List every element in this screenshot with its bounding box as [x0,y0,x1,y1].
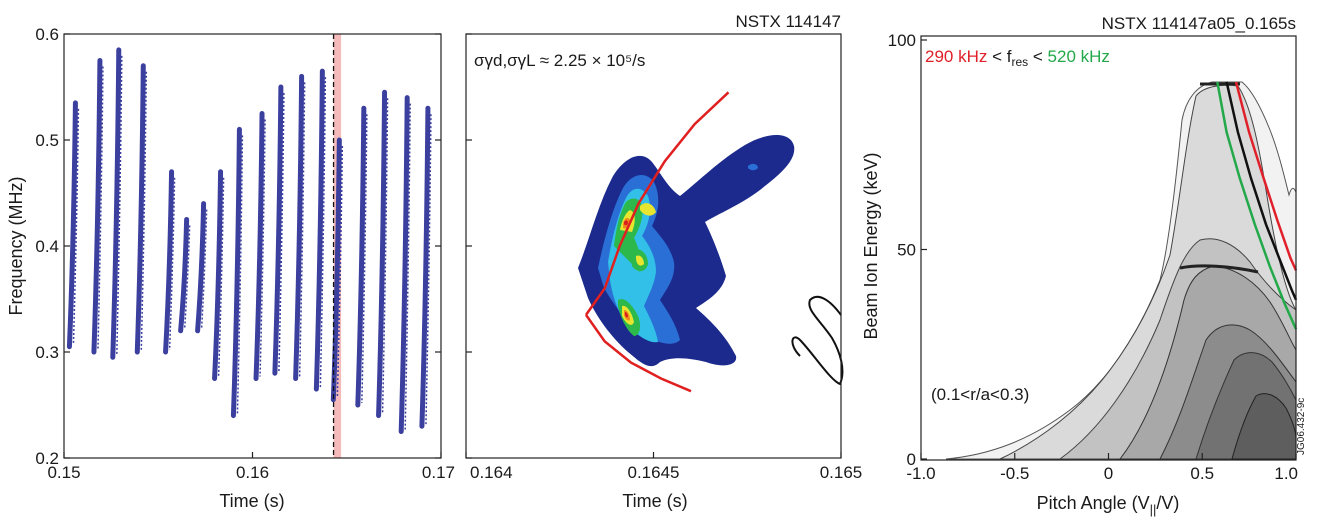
panel-title: NSTX 114147 [735,12,841,31]
x-axis-label-sub: || [1150,502,1157,517]
contour-hole-bright [748,163,758,171]
chirp-trace-edge [217,177,225,377]
chirp-trace [313,68,325,392]
y-tick-label: 0.3 [35,343,59,362]
legend-lt: < [1028,47,1047,66]
x-tick-label: 0 [1104,464,1113,483]
x-tick-label: 0.17 [422,463,455,482]
chirp-trace-edge [319,77,327,388]
chirp-trace [134,63,146,355]
chirp-trace [419,105,431,429]
chirp-trace [293,73,305,381]
chirp-trace [355,105,367,408]
chirp-trace [163,169,175,355]
legend-290khz: 290 kHz [925,47,987,66]
legend-520khz: 520 kHz [1048,47,1110,66]
y-tick-label: 50 [897,241,916,260]
x-tick-label: 0.165 [820,463,863,482]
x-tick-label: 0.15 [47,463,80,482]
chirp-trace-edge [236,135,244,414]
contour-level-6 [623,217,630,321]
distribution-panel: 0 50 100 -1.0 -0.5 0 0.5 1.0 NSTX 114147a05_0.… [861,14,1307,517]
x-tick-label: 0.16 [236,463,269,482]
legend-fres-text: < f [987,47,1011,66]
chirp-trace-edge [278,92,285,372]
contour-panel: 0.164 0.1645 0.165 NSTX 114147 σγd,σγL ≈ 2… [465,12,863,511]
y-tick-label: 0.2 [35,449,59,468]
x-ticks: 0.164 0.1645 0.165 [465,452,863,482]
contour-hole [690,156,764,217]
growth-contours [578,134,795,367]
resonance-curve-lower [584,314,692,393]
y-axis-label: Frequency (MHz) [6,176,26,315]
y-ticks [466,33,472,459]
radial-region-label: (0.1<r/a<0.3) [931,385,1029,404]
chirp-trace-edge [183,225,191,329]
chirp-trace [91,58,103,355]
y-tick-label: 100 [888,31,916,50]
x-ticks: 0.15 0.16 0.17 [47,452,455,482]
chirp-trace [272,84,284,376]
y-tick-label: 0.6 [35,25,59,44]
x-axis-label: Time (s) [622,491,687,511]
x-tick-label: -1.0 [906,464,935,483]
dist-level-7 [1231,393,1297,460]
chirp-trace [110,47,122,360]
chirp-trace-edge [168,177,176,351]
x-tick-label: 1.0 [1274,464,1298,483]
figure-id-label: JG06.432-9c [1296,398,1307,455]
chirp-trace [330,137,342,403]
chirp-trace-edge [404,103,411,430]
chirp-trace [376,89,388,419]
x-ticks: -1.0 -0.5 0 0.5 1.0 [906,453,1298,483]
contour-level-4 [614,198,648,336]
chirp-trace-edge [200,209,208,329]
chirp-trace-edge [336,145,344,398]
chirp-trace-edge [72,108,80,345]
chirp-trace [253,111,265,381]
y-axis-label: Beam Ion Energy (keV) [861,152,881,339]
chirp-trace [230,126,242,419]
x-axis-label-tail: /V) [1156,493,1179,513]
resonance-curve-520khz [1216,81,1298,330]
dist-knee-band [1179,264,1259,274]
chirp-trace-edge [140,71,148,351]
chirp-trace [178,217,190,334]
chirp-trace-edge [361,114,368,404]
x-tick-label: 0.1645 [628,463,680,482]
chirp-trace [195,201,207,334]
chirp-trace-edge [259,119,266,377]
chirp-trace [66,100,78,350]
chirp-trace [212,169,224,381]
resonance-curve-290khz [1234,81,1298,271]
contour-level-5 [620,203,656,325]
spectrogram-panel: 0.2 0.3 0.4 0.5 0.6 0.15 0.16 0.17 Time (s) Fr… [6,25,455,511]
panel-title: NSTX 114147a05_0.165s [1102,14,1296,33]
chirp-trace-edge [425,114,432,425]
y-ticks: 0 50 100 [888,31,927,469]
y-tick-label: 0.4 [35,237,59,256]
chirp-traces [66,47,432,434]
x-tick-label: 0.5 [1190,464,1214,483]
y-tick-label: 0 [907,450,916,469]
chirp-trace [398,95,410,434]
chirp-trace-edge [116,55,123,356]
y-tick-label: 0.5 [35,131,59,150]
chirp-trace-edge [381,98,389,414]
x-axis-label: Time (s) [219,491,284,511]
y-ticks: 0.2 0.3 0.4 0.5 0.6 [35,25,441,468]
resonance-curve-upper [584,91,730,316]
resonance-curve-center [1225,81,1298,301]
x-axis-label-main: Pitch Angle (V [1037,493,1150,513]
x-tick-label: 0.164 [470,463,513,482]
growth-rate-annotation: σγd,σγL ≈ 2.25 × 10⁵/s [474,51,645,70]
x-axis-label: Pitch Angle (V||/V) [1037,493,1180,517]
distribution-contours [945,81,1297,460]
frequency-range-legend: 290 kHz < fres < 520 kHz [925,47,1110,69]
chirp-trace-edge [97,66,104,351]
legend-fres-sub: res [1011,55,1028,69]
x-tick-label: -0.5 [1000,464,1029,483]
distribution-frame [920,35,1297,461]
